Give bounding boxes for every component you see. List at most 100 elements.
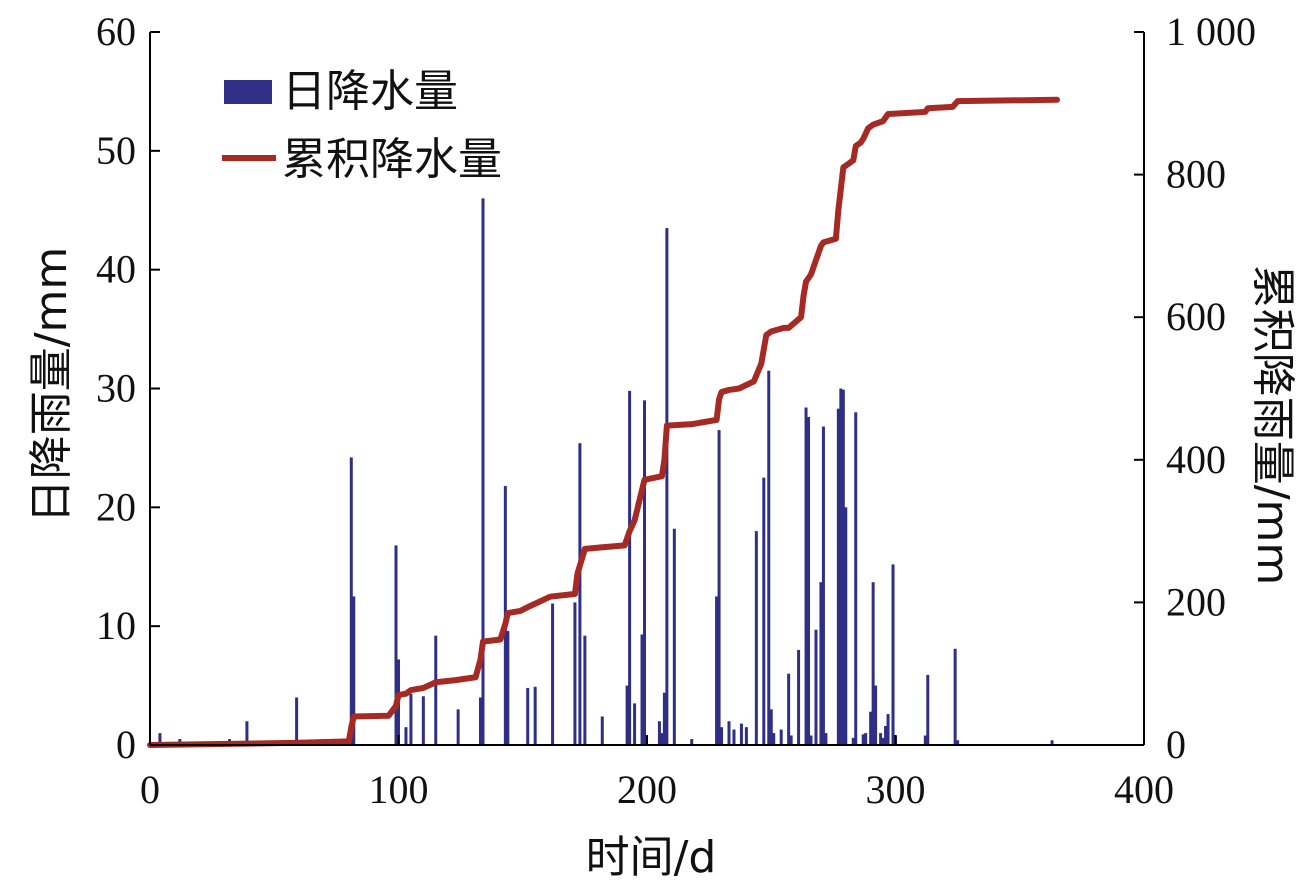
daily-rainfall-bar	[787, 673, 791, 745]
daily-rainfall-bar	[394, 545, 398, 745]
y-tick-label: 30	[96, 366, 136, 411]
daily-rainfall-bar	[779, 729, 783, 745]
daily-rainfall-bar	[836, 408, 840, 745]
y2-tick-label: 400	[1166, 437, 1226, 482]
daily-rainfall-bar	[158, 733, 162, 745]
x-tick-label: 400	[1114, 767, 1174, 812]
y-tick-label: 20	[96, 484, 136, 529]
daily-rainfall-bar	[526, 687, 530, 745]
daily-rainfall-bar	[245, 721, 249, 745]
daily-rainfall-bar	[956, 740, 960, 745]
daily-rainfall-bar	[551, 603, 555, 745]
y-tick-label: 10	[96, 603, 136, 648]
daily-rainfall-bar	[720, 727, 724, 745]
daily-rainfall-bar	[404, 727, 408, 745]
daily-rainfall-bar	[533, 686, 537, 745]
daily-rainfall-bar	[821, 426, 825, 745]
daily-rainfall-bar	[456, 709, 460, 745]
daily-rainfall-bar	[583, 635, 587, 745]
daily-rainfall-bar	[434, 635, 438, 745]
y2-tick-label: 200	[1166, 579, 1226, 624]
y-tick-label: 40	[96, 247, 136, 292]
daily-rainfall-bar	[923, 735, 927, 745]
daily-rainfall-bar	[479, 697, 482, 745]
x-tick-label: 0	[140, 767, 160, 812]
daily-rainfall-bar	[814, 629, 818, 745]
legend-label-cumulative: 累积降水量	[282, 134, 502, 185]
daily-rainfall-bar	[841, 389, 845, 745]
daily-rainfall-bar	[625, 685, 629, 745]
daily-rainfall-bar	[1050, 740, 1054, 745]
daily-rainfall-bar	[819, 582, 823, 745]
daily-rainfall-bar	[628, 390, 632, 745]
x-axis-title: 时间/d	[586, 832, 717, 883]
daily-rainfall-bar	[640, 634, 644, 745]
daily-rainfall-bar	[352, 596, 356, 745]
daily-rainfall-bar	[715, 596, 719, 745]
daily-rainfall-bar	[789, 735, 793, 745]
x-tick-label: 200	[617, 767, 677, 812]
daily-rainfall-bar	[717, 430, 721, 745]
daily-rainfall-bar	[926, 674, 930, 745]
daily-rainfall-bar	[874, 685, 878, 745]
daily-rainfall-bar	[864, 733, 868, 745]
daily-rainfall-bar	[690, 739, 694, 745]
daily-rainfall-bar	[953, 648, 957, 745]
daily-rainfall-bar	[662, 692, 666, 745]
daily-rainfall-bar	[839, 388, 843, 745]
daily-rainfall-bar	[657, 721, 661, 745]
daily-rainfall-bar	[844, 507, 848, 745]
y2-tick-label: 600	[1166, 294, 1226, 339]
daily-rainfall-bar	[349, 457, 353, 745]
daily-rainfall-bar	[754, 531, 758, 745]
daily-rainfall-bar	[797, 649, 801, 745]
daily-rainfall-bar	[772, 733, 776, 745]
daily-rainfall-bars	[158, 198, 1054, 746]
daily-rainfall-bar	[879, 733, 883, 745]
daily-rainfall-bar	[769, 709, 773, 745]
daily-rainfall-bar	[854, 412, 858, 745]
daily-rainfall-bar	[643, 400, 647, 745]
legend-swatch-daily	[224, 80, 272, 104]
daily-rainfall-bar	[409, 693, 413, 745]
daily-rainfall-bar	[891, 564, 895, 745]
daily-rainfall-bar	[886, 714, 890, 745]
daily-rainfall-bar	[481, 198, 485, 745]
ticks: 0 100 200 300 400010203040506002004006008001…	[96, 9, 1256, 812]
daily-rainfall-bar	[727, 721, 731, 745]
legend-label-daily: 日降水量	[282, 66, 458, 117]
daily-rainfall-bar	[809, 735, 813, 745]
daily-rainfall-bar	[869, 711, 873, 745]
y-tick-label: 50	[96, 128, 136, 173]
y2-tick-label: 800	[1166, 152, 1226, 197]
daily-rainfall-bar	[762, 477, 766, 746]
daily-rainfall-bar	[861, 734, 865, 745]
daily-rainfall-bar	[804, 407, 808, 745]
daily-rainfall-bar	[672, 528, 676, 745]
daily-rainfall-bar	[633, 703, 637, 745]
daily-rainfall-bar	[871, 582, 875, 745]
daily-rainfall-bar	[600, 716, 604, 745]
daily-rainfall-bar	[578, 443, 582, 745]
daily-rainfall-bar	[660, 733, 664, 745]
y-tick-label: 0	[116, 722, 136, 767]
daily-rainfall-bar	[665, 228, 669, 745]
x-tick-label: 100	[369, 767, 429, 812]
legend: 日降水量 累积降水量	[222, 66, 502, 185]
daily-rainfall-bar	[744, 727, 748, 745]
cumulative-rainfall-series	[147, 96, 1061, 748]
daily-rainfall-bar	[295, 697, 299, 745]
daily-rainfall-bar	[851, 737, 855, 745]
y-tick-label: 60	[96, 9, 136, 54]
y-axis-title: 日降雨量/mm	[26, 247, 77, 524]
daily-rainfall-bar	[807, 417, 811, 745]
daily-rainfall-bar	[884, 725, 888, 745]
daily-rainfall-bar	[881, 737, 885, 745]
cumulative-rainfall-line	[147, 96, 1061, 748]
daily-rainfall-bar	[767, 370, 771, 745]
daily-rainfall-bar	[739, 723, 743, 745]
daily-rainfall-bar	[573, 602, 577, 745]
daily-rainfall-bar	[732, 729, 736, 745]
y2-axis-title: 累积降雨量/mm	[1247, 265, 1298, 586]
